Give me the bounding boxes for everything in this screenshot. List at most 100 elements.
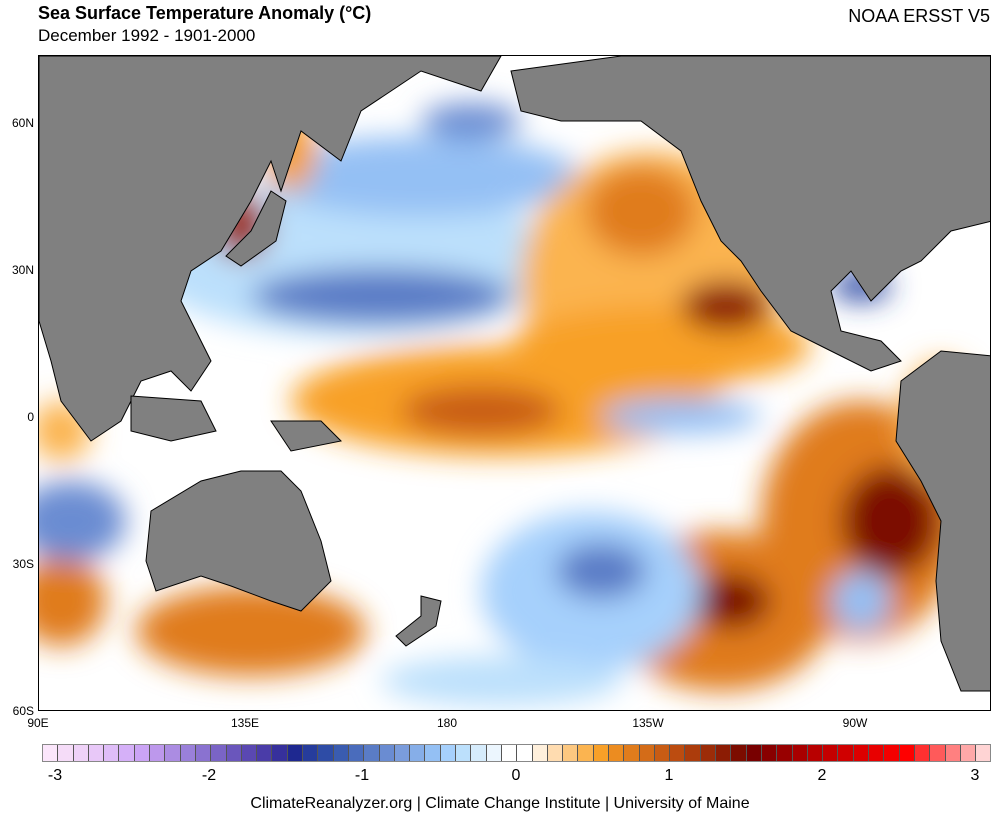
colorbar-cell [624,745,640,761]
colorbar-cell [58,745,74,761]
colorbar-tick: 3 [970,767,980,784]
colorbar-cell [700,745,717,761]
colorbar-tick: 1 [664,767,674,784]
colorbar-cell [364,745,380,761]
colorbar-cell [731,745,747,761]
anomaly-region [601,398,761,434]
colorbar-cell [486,745,502,761]
colorbar-cell [88,745,105,761]
land-japan [225,190,287,267]
lat-label: 0 [27,410,34,424]
colorbar-cell [823,745,839,761]
anomaly-region [831,571,891,631]
colorbar-cell [134,745,151,761]
anomaly-region [841,466,941,576]
colorbar-cell [394,745,411,761]
colorbar-cell [563,745,579,761]
land-australia [145,470,332,612]
colorbar-cell [318,745,334,761]
lat-label: 60N [11,116,34,130]
anomaly-region [511,306,811,386]
colorbar-cell [639,745,655,761]
colorbar-cell [547,745,564,761]
land-masses [39,56,990,692]
dataset-label: NOAA ERSST V5 [848,6,990,26]
colorbar [42,744,991,762]
colorbar-cell [333,745,349,761]
land-north-america [510,56,990,372]
colorbar-cell [884,745,900,761]
lon-label: 90W [842,716,868,730]
colorbar-cell [654,745,671,761]
land-indonesia [130,395,343,452]
anomaly-region [39,556,106,646]
sst-anomaly-map [38,55,991,711]
anomaly-region [421,103,521,139]
colorbar-cell [914,745,931,761]
colorbar-cell [456,745,472,761]
anomaly-region [691,573,771,629]
colorbar-cell [807,745,824,761]
colorbar-cell [272,745,288,761]
colorbar-cell [195,745,212,761]
colorbar-cell [211,745,227,761]
colorbar-cell [853,745,870,761]
land-asia [39,56,502,442]
lat-label: 30S [12,557,34,571]
anomaly-region [681,281,771,331]
colorbar-cell [73,745,89,761]
anomaly-region [586,166,696,256]
map-title: Sea Surface Temperature Anomaly (°C) [38,3,372,23]
colorbar-cell [777,745,793,761]
colorbar-cell [241,745,258,761]
colorbar-cell [716,745,732,761]
colorbar-cell [761,745,778,761]
colorbar-cell [945,745,961,761]
lon-label: 180 [436,716,458,730]
colorbar-cell [43,745,59,761]
colorbar-cell [501,745,518,761]
lon-label: 135E [230,716,260,730]
colorbar-cell [180,745,196,761]
anomaly-region [251,268,511,324]
map-canvas [39,56,990,706]
colorbar-cell [410,745,426,761]
colorbar-cell [838,745,854,761]
colorbar-cell [471,745,487,761]
colorbar-cell [150,745,166,761]
footer-credit: ClimateReanalyzer.org | Climate Change I… [250,795,750,812]
colorbar-tick: -1 [354,767,370,784]
colorbar-cell [593,745,609,761]
land-south-america [895,350,990,692]
anomaly-field [39,103,981,706]
colorbar-cell [685,745,701,761]
colorbar-cell [165,745,181,761]
colorbar-cell [440,745,457,761]
colorbar-cell [379,745,395,761]
colorbar-tick: 0 [511,767,521,784]
colorbar-tick: 2 [817,767,827,784]
colorbar-cell [257,745,273,761]
colorbar-cell [792,745,808,761]
colorbar-cell [578,745,594,761]
colorbar-cell [104,745,120,761]
colorbar-cell [303,745,319,761]
colorbar-cell [532,745,548,761]
colorbar-cell [119,745,135,761]
colorbar-cell [869,745,885,761]
lat-label: 60S [12,704,34,718]
colorbar-tick: -2 [201,767,217,784]
colorbar-cell [348,745,365,761]
colorbar-cell [608,745,625,761]
colorbar-cell [425,745,441,761]
colorbar-cell [899,745,915,761]
colorbar-cell [517,745,533,761]
lat-label: 30N [11,263,34,277]
colorbar-cell [226,745,242,761]
anomaly-region [401,386,561,436]
colorbar-cell [746,745,762,761]
map-subtitle: December 1992 - 1901-2000 [38,26,256,45]
anomaly-region [556,543,646,599]
colorbar-cell [670,745,686,761]
colorbar-cell [976,745,991,761]
